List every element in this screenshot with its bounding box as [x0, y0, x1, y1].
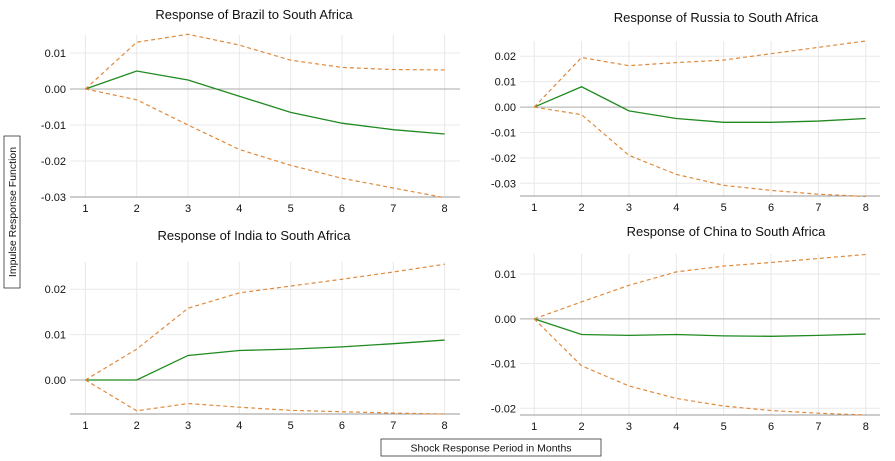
upper-band-line	[534, 253, 866, 320]
x-tick-label: 3	[185, 420, 191, 432]
y-tick-label: -0.02	[491, 403, 516, 415]
y-axis-label-border	[3, 135, 21, 289]
response-line	[533, 86, 866, 123]
response-line	[85, 339, 445, 381]
x-tick-label: 8	[442, 203, 448, 215]
y-tick-label: -0.03	[491, 178, 516, 190]
x-tick-label: 1	[531, 421, 537, 433]
lower-band-line	[533, 318, 866, 416]
y-tick-label: -0.02	[491, 153, 516, 165]
x-axis-label-box: Shock Response Period in Months	[380, 438, 602, 457]
chart-panel-2: Response of Russia to South Africa 1 2 3 4 5 6…	[491, 10, 880, 214]
y-tick-label: -0.01	[41, 120, 66, 132]
x-tick-label: 8	[863, 202, 869, 214]
y-tick-label: 0.02	[45, 284, 66, 296]
y-tick-label: 0.01	[495, 269, 516, 281]
x-axis-label: Shock Response Period in Months	[410, 443, 571, 455]
x-tick-label: 2	[579, 421, 585, 433]
x-tick-label: 7	[390, 203, 396, 215]
y-tick-label: 0.00	[495, 314, 516, 326]
x-tick-label: 6	[339, 420, 345, 432]
x-tick-label: 6	[339, 203, 345, 215]
y-tick-label: 0.02	[495, 51, 516, 63]
y-axis-label: Impulse Response Function	[7, 147, 19, 277]
upper-band-line	[84, 33, 445, 90]
x-tick-label: 3	[626, 202, 632, 214]
y-tick-label: 0.01	[45, 330, 66, 342]
y-tick-label: 0.01	[495, 77, 516, 89]
x-tick-label: 2	[134, 420, 140, 432]
chart-panel-1: Response of Brazil to South Africa 1 2 3 4 5 6…	[41, 7, 460, 215]
x-tick-label: 4	[236, 203, 242, 215]
x-tick-label: 5	[721, 202, 727, 214]
x-tick-label: 5	[721, 421, 727, 433]
x-tick-label: 6	[768, 202, 774, 214]
y-tick-label: -0.02	[41, 156, 66, 168]
x-tick-label: 4	[236, 420, 242, 432]
chart-panel-3: Response of India to South Africa 1 2 3 4 5 6 7…	[45, 228, 460, 432]
y-tick-label: -0.03	[41, 192, 66, 204]
panel-title: Response of Brazil to South Africa	[155, 7, 353, 22]
x-tick-label: 6	[768, 421, 774, 433]
y-tick-label: -0.01	[491, 359, 516, 371]
x-tick-label: 7	[815, 202, 821, 214]
upper-band-line	[85, 263, 445, 381]
response-line	[85, 70, 445, 135]
y-tick-label: -0.01	[491, 127, 516, 139]
panel-title: Response of India to South Africa	[158, 228, 352, 243]
x-tick-label: 8	[442, 420, 448, 432]
panel-title: Response of Russia to South Africa	[614, 10, 819, 25]
panel-title: Response of China to South Africa	[627, 224, 827, 239]
upper-band-line	[533, 40, 866, 108]
y-tick-label: 0.00	[45, 375, 66, 387]
x-tick-label: 1	[531, 202, 537, 214]
x-axis-label-border	[380, 438, 602, 457]
response-line	[534, 318, 866, 337]
x-tick-label: 2	[134, 203, 140, 215]
chart-panel-4: Response of China to South Africa 1 2 3 4 5 6 7…	[491, 224, 880, 433]
lower-band-line	[85, 379, 445, 415]
x-tick-label: 8	[863, 421, 869, 433]
lower-band-line	[85, 88, 445, 199]
x-tick-label: 3	[626, 421, 632, 433]
x-tick-label: 7	[815, 421, 821, 433]
x-tick-label: 3	[185, 203, 191, 215]
x-tick-label: 1	[82, 420, 88, 432]
x-tick-label: 2	[579, 202, 585, 214]
x-tick-label: 5	[288, 420, 294, 432]
x-tick-label: 5	[288, 203, 294, 215]
y-tick-label: 0.00	[45, 84, 66, 96]
y-axis-label-box: Impulse Response Function	[3, 135, 21, 289]
x-tick-label: 4	[673, 421, 679, 433]
x-tick-label: 1	[82, 203, 88, 215]
x-tick-label: 7	[390, 420, 396, 432]
lower-band-line	[534, 106, 866, 198]
y-tick-label: 0.01	[45, 48, 66, 60]
x-tick-label: 4	[673, 202, 679, 214]
y-tick-label: 0.00	[495, 102, 516, 114]
